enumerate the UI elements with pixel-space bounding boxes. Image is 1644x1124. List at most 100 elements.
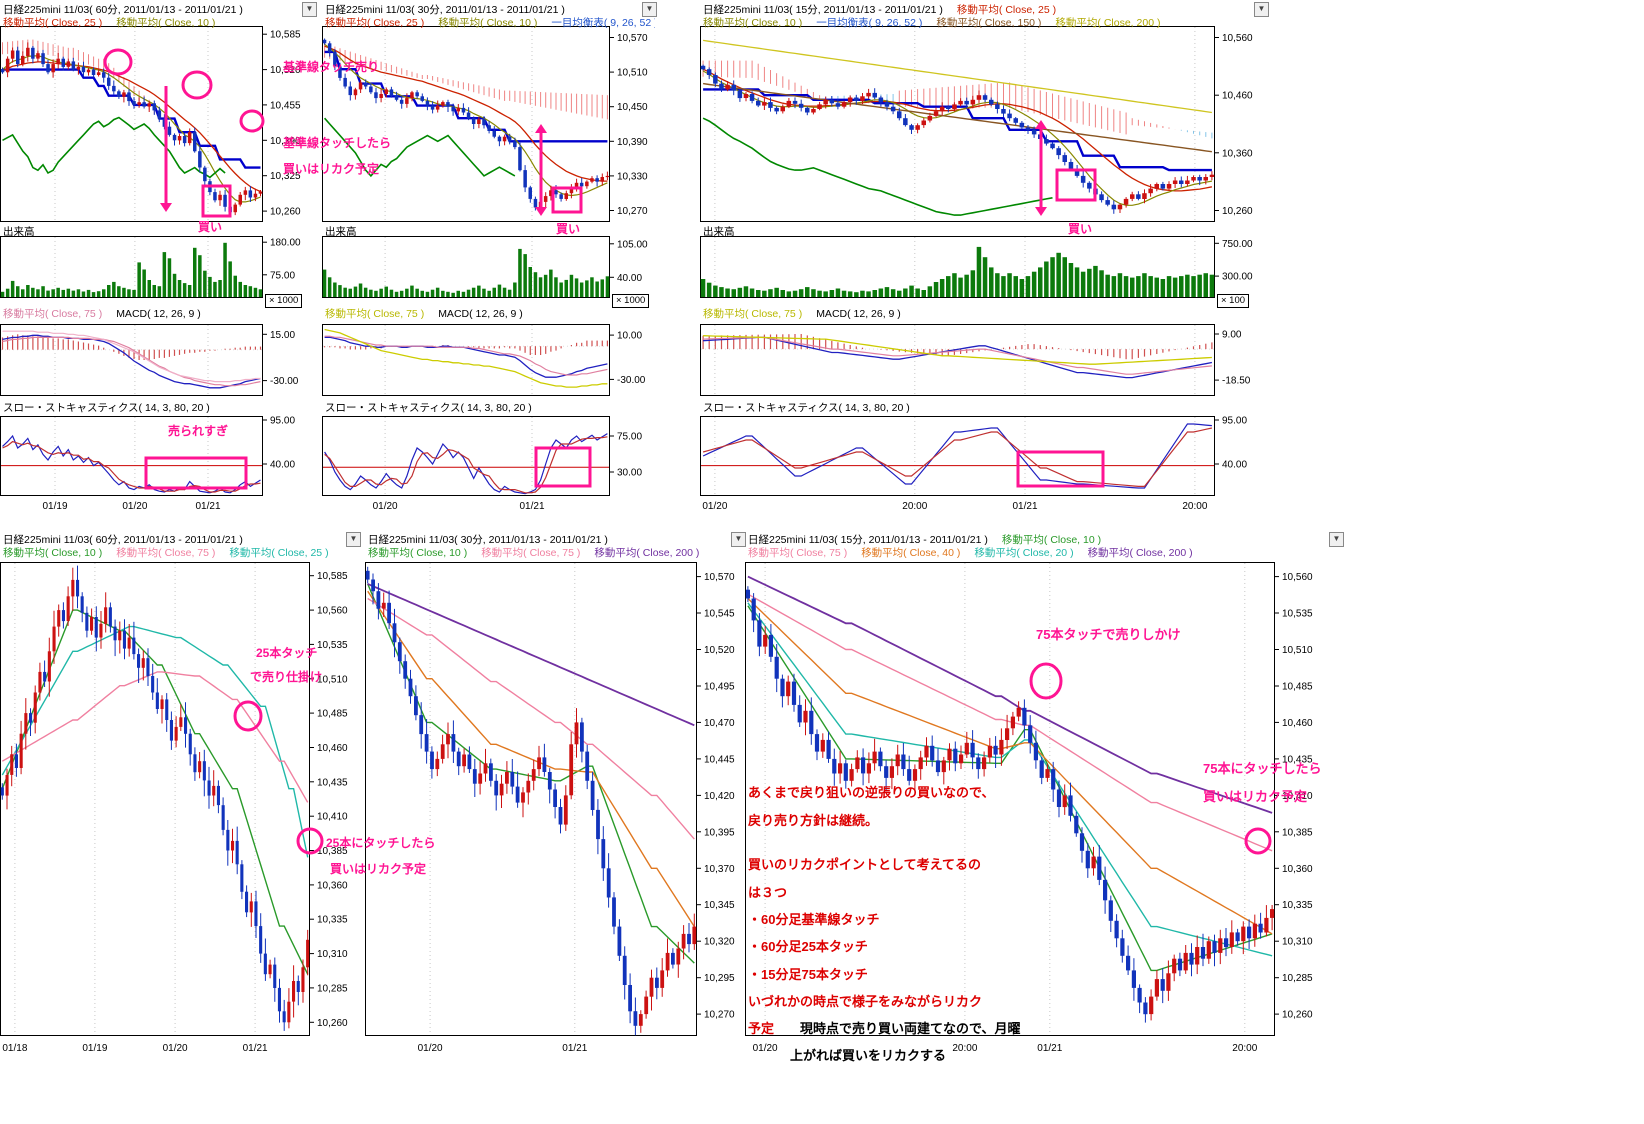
x-axis-label: 01/20 <box>418 1043 443 1054</box>
series-line-ma75 <box>324 328 608 388</box>
legend-item: MACD( 12, 26, 9 ) <box>816 308 901 320</box>
chart-canvas: 10,585 10,520 10,455 10,390 10,325 10,260 180.… <box>0 26 301 512</box>
y-axis-label: 10,360 <box>317 880 348 891</box>
x-axis-label: 01/18 <box>2 1043 27 1054</box>
x-axis-label: 20:00 <box>1182 501 1207 512</box>
y-axis-label: 9.00 <box>1222 330 1242 341</box>
y-axis-label: 40.00 <box>617 273 642 284</box>
legend-item: 移動平均( Close, 10 ) <box>703 17 803 29</box>
panel-title: 日経225mini 11/03( 15分, 2011/01/13 - 2011/… <box>703 2 1267 17</box>
legend-item: 日経225mini 11/03( 15分, 2011/01/13 - 2011/… <box>748 534 988 546</box>
y-axis-label: 10,395 <box>704 827 735 838</box>
series-line-chikou <box>2 116 226 179</box>
chart-panel-60min-ichimoku: 10,585 10,520 10,455 10,390 10,325 10,260 180.… <box>0 0 318 520</box>
stochastics-pane: 95.00 40.00 <box>0 416 295 496</box>
legend-item: 移動平均( Close, 10 ) <box>438 17 538 29</box>
y-axis-label: 10,390 <box>270 136 301 147</box>
x-axis-label: 01/20 <box>122 501 147 512</box>
legend-item: 移動平均( Close, 200 ) <box>1087 547 1193 559</box>
y-axis-label: 10,310 <box>317 949 348 960</box>
legend-item: 移動平均( Close, 25 ) <box>956 4 1057 16</box>
y-axis-label: 10,520 <box>270 65 301 76</box>
panel-scroll-button[interactable]: ▼ <box>346 532 361 547</box>
y-axis-label: 10,390 <box>617 137 648 148</box>
chart-panel-15min-ma: 10,560 10,535 10,510 10,485 10,460 10,435 10,4… <box>745 530 1345 1124</box>
y-axis-label: 10,510 <box>617 68 648 79</box>
panel-scroll-button[interactable]: ▼ <box>302 2 317 17</box>
series-line-ma75 <box>367 597 695 840</box>
x-axis-label: 01/21 <box>562 1043 587 1054</box>
legend-item: 移動平均( Close, 200 ) <box>1055 17 1161 29</box>
series-line-ma25 <box>702 68 1213 192</box>
y-axis-label: 10,345 <box>704 900 735 911</box>
legend-item: 一目均衡表( 9, 26, 52 ) <box>816 17 923 29</box>
y-axis-label: 10,495 <box>704 682 735 693</box>
panel-scroll-button[interactable]: ▼ <box>642 2 657 17</box>
y-axis-label: 10,570 <box>704 572 735 583</box>
chart-canvas: 10,560 10,460 10,360 10,260 750.00 300.00 9.00… <box>700 26 1253 512</box>
y-axis-label: 10,545 <box>704 609 735 620</box>
price-pane: 10,585 10,560 10,535 10,510 10,485 10,460 10,4… <box>0 562 348 1036</box>
y-axis-label: 750.00 <box>1222 239 1253 250</box>
y-axis-label: 75.00 <box>270 270 295 281</box>
panel-scroll-button[interactable]: ▼ <box>731 532 746 547</box>
y-axis-label: 10,330 <box>617 171 648 182</box>
legend-item: 移動平均( Close, 75 ) <box>481 547 581 559</box>
series-line-slow-d <box>702 427 1213 487</box>
volume-label: 出来高 <box>703 224 783 239</box>
chart-legend: 移動平均( Close, 75 ) 移動平均( Close, 40 ) 移動平均( … <box>748 545 1342 560</box>
chart-legend: 移動平均( Close, 10 ) 移動平均( Close, 75 ) 移動平均( … <box>3 545 359 560</box>
legend-item: 移動平均( Close, 75 ) <box>703 308 803 320</box>
panel-title: 日経225mini 11/03( 30分, 2011/01/13 - 2011/… <box>325 2 655 17</box>
series-line-ma10 <box>747 605 1273 972</box>
candlesticks <box>745 586 1275 1023</box>
y-axis-label: 10,335 <box>1282 900 1313 911</box>
panel-scroll-button[interactable]: ▼ <box>1254 2 1269 17</box>
macd-pane: 9.00 -18.50 <box>700 324 1251 396</box>
x-axis-label: 20:00 <box>952 1043 977 1054</box>
y-axis-label: 10,420 <box>704 791 735 802</box>
y-axis-label: 10,335 <box>317 915 348 926</box>
legend-item: 移動平均( Close, 75 ) <box>748 547 848 559</box>
legend-item: 移動平均( Close, 20 ) <box>974 547 1074 559</box>
macd-header: 移動平均( Close, 75 ) MACD( 12, 26, 9 ) <box>703 306 1267 321</box>
series-line-ma75 <box>747 593 1273 852</box>
series-line-slow-k <box>2 434 261 494</box>
legend-item: 移動平均( Close, 75 ) <box>116 547 216 559</box>
volume-label: 出来高 <box>3 224 83 239</box>
y-axis-label: 10,570 <box>617 33 648 44</box>
series-line-ma200 <box>703 39 1212 114</box>
y-axis-label: -30.00 <box>617 375 646 386</box>
y-axis-label: 10,370 <box>704 864 735 875</box>
series-line-signal <box>324 335 608 376</box>
stochastics-pane: 95.00 40.00 <box>700 416 1247 496</box>
x-axis-label: 01/21 <box>1012 501 1037 512</box>
volume-pane: 180.00 75.00 <box>0 236 301 298</box>
y-axis-label: 10,385 <box>1282 827 1313 838</box>
series-line-chikou <box>323 117 516 178</box>
stochastics-header: スロー・ストキャスティクス( 14, 3, 80, 20 ) <box>703 400 1267 415</box>
series-line-signal <box>2 336 261 387</box>
legend-item: 移動平均( Close, 25 ) <box>325 17 425 29</box>
series-line-ma10 <box>367 583 695 964</box>
y-axis-label: 10,260 <box>1222 206 1253 217</box>
y-axis-label: 10,285 <box>317 983 348 994</box>
legend-item: 日経225mini 11/03( 60分, 2011/01/13 - 2011/… <box>3 4 243 16</box>
series-line-slow-k <box>702 423 1212 489</box>
y-axis-label: 105.00 <box>617 239 648 250</box>
y-axis-label: 10,585 <box>317 571 348 582</box>
legend-item: 出来高 <box>325 226 357 238</box>
x-axis-label: 01/21 <box>1037 1043 1062 1054</box>
legend-item: スロー・ストキャスティクス( 14, 3, 80, 20 ) <box>325 402 532 414</box>
panel-title: 日経225mini 11/03( 60分, 2011/01/13 - 2011/… <box>3 532 359 547</box>
legend-item: 移動平均( Close, 150 ) <box>936 17 1042 29</box>
panel-scroll-button[interactable]: ▼ <box>1329 532 1344 547</box>
series-line-ma10 <box>2 55 261 203</box>
chart-panel-30min-ma: 10,570 10,545 10,520 10,495 10,470 10,445 10,4… <box>365 530 747 1124</box>
y-axis-label: 10,485 <box>317 709 348 720</box>
y-axis-label: 10,485 <box>1282 682 1313 693</box>
y-axis-label: 40.00 <box>1222 460 1247 471</box>
macd-header: 移動平均( Close, 75 ) MACD( 12, 26, 9 ) <box>3 306 315 321</box>
legend-item: 移動平均( Close, 10 ) <box>3 547 103 559</box>
